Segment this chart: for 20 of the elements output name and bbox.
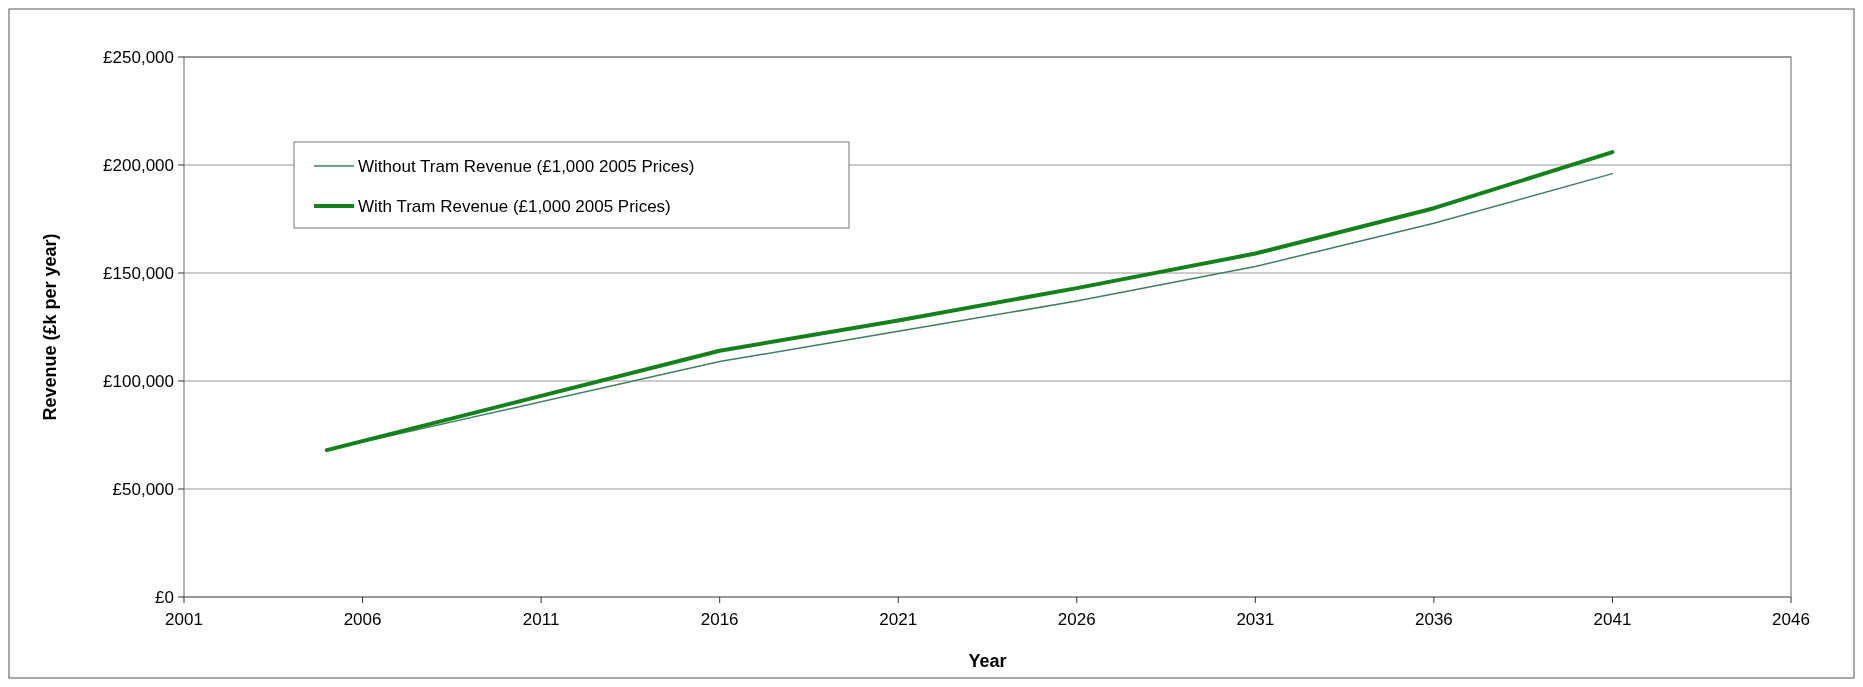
y-axis-title: Revenue (£k per year) [40, 233, 60, 421]
x-tick-label: 2036 [1414, 610, 1453, 629]
x-tick-label: 2016 [700, 610, 739, 629]
x-tick-label: 2026 [1057, 610, 1096, 629]
legend-label: Without Tram Revenue (£1,000 2005 Prices) [358, 156, 695, 176]
y-tick-label: £200,000 [103, 155, 174, 175]
x-tick-label: 2046 [1772, 610, 1810, 629]
y-tick-label: £250,000 [103, 47, 174, 67]
y-tick-label: £100,000 [103, 371, 174, 391]
x-tick-label: 2001 [165, 610, 203, 629]
y-tick-label: £150,000 [103, 263, 174, 283]
y-tick-label: £0 [155, 587, 174, 607]
x-tick-label: 2021 [879, 610, 918, 629]
x-tick-label: 2006 [343, 610, 382, 629]
x-tick-label: 2041 [1593, 610, 1632, 629]
x-axis-title: Year [968, 651, 1007, 671]
legend-label: With Tram Revenue (£1,000 2005 Prices) [358, 196, 671, 216]
x-tick-label: 2031 [1236, 610, 1275, 629]
x-tick-label: 2011 [522, 610, 560, 629]
y-tick-label: £50,000 [112, 479, 174, 499]
